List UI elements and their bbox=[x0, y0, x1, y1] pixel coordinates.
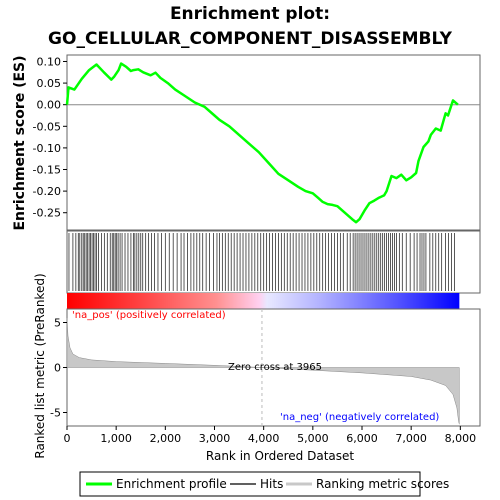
es-y-tick-label: 0.10 bbox=[37, 55, 62, 68]
metric-x-tick-label: 8,000 bbox=[445, 432, 477, 445]
neg-correlated-label: 'na_neg' (negatively correlated) bbox=[280, 412, 439, 423]
metric-x-tick-label: 3,000 bbox=[199, 432, 231, 445]
es-y-tick-label: -0.10 bbox=[33, 142, 61, 155]
metric-x-tick-label: 6,000 bbox=[346, 432, 378, 445]
metric-x-tick-label: 5,000 bbox=[297, 432, 329, 445]
metric-x-tick-label: 4,000 bbox=[248, 432, 280, 445]
metric-x-tick-label: 0 bbox=[64, 432, 71, 445]
pos-correlated-label: 'na_pos' (positively correlated) bbox=[72, 310, 226, 321]
metric-y-axis-label: Ranked list metric (PreRanked) bbox=[33, 273, 47, 458]
legend-label-ranking-metric: Ranking metric scores bbox=[316, 477, 449, 491]
metric-x-tick-label: 7,000 bbox=[395, 432, 427, 445]
chart-subtitle: GO_CELLULAR_COMPONENT_DISASSEMBLY bbox=[48, 29, 453, 49]
chart-title: Enrichment plot: bbox=[170, 4, 330, 24]
metric-x-axis-label: Rank in Ordered Dataset bbox=[206, 449, 354, 463]
es-y-ticks: 0.10 0.05 0.00 -0.05 -0.10 -0.15 -0.20 -0.25 bbox=[33, 55, 67, 219]
metric-y-tick-label: 5 bbox=[54, 317, 61, 330]
metric-y-tick-label: -5 bbox=[50, 407, 61, 420]
es-y-tick-label: -0.15 bbox=[33, 164, 61, 177]
rank-color-bar bbox=[67, 293, 459, 309]
es-y-tick-label: 0.05 bbox=[37, 77, 62, 90]
es-y-tick-label: 0.00 bbox=[37, 99, 62, 112]
metric-y-ticks: 5 0 -5 bbox=[50, 317, 67, 420]
metric-x-ticks: 0 1,000 2,000 3,000 4,000 5,000 6,000 7,000 8,00… bbox=[64, 426, 477, 445]
legend-label-enrichment-profile: Enrichment profile bbox=[116, 477, 227, 491]
zero-cross-label: Zero cross at 3965 bbox=[228, 362, 322, 373]
es-y-tick-label: -0.20 bbox=[33, 185, 61, 198]
metric-x-tick-label: 2,000 bbox=[150, 432, 182, 445]
metric-y-tick-label: 0 bbox=[54, 362, 61, 375]
es-panel-frame bbox=[67, 55, 480, 230]
legend-label-hits: Hits bbox=[260, 477, 283, 491]
es-y-axis-label: Enrichment score (ES) bbox=[12, 55, 28, 230]
es-y-tick-label: -0.05 bbox=[33, 120, 61, 133]
es-y-tick-label: -0.25 bbox=[33, 207, 61, 220]
metric-x-tick-label: 1,000 bbox=[100, 432, 132, 445]
hits-panel-frame bbox=[67, 231, 480, 293]
